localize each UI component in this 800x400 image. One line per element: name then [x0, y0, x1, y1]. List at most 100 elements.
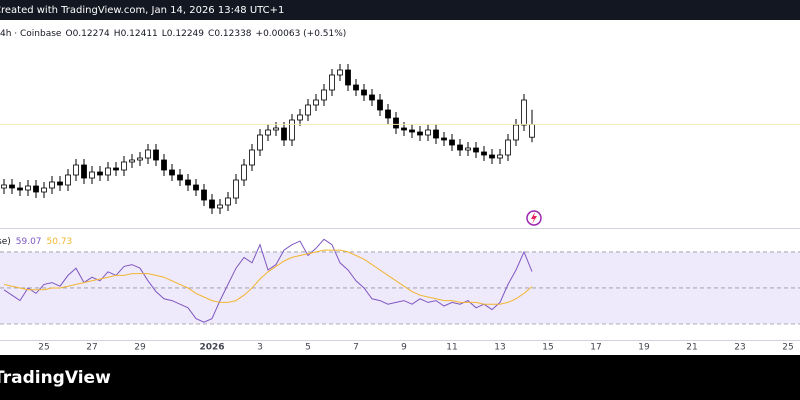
- legend: se) 59.07 50.73: [0, 237, 72, 247]
- candle-body: [393, 117, 399, 129]
- candle-body: [449, 139, 455, 146]
- candle-body: [89, 171, 95, 179]
- candle-body: [33, 185, 39, 193]
- candle-body: [513, 124, 519, 141]
- x-tick-label: 9: [401, 343, 407, 353]
- candle-body: [17, 187, 23, 191]
- candle-body: [129, 159, 135, 163]
- x-tick-label: 29: [134, 343, 146, 353]
- ohlc-value: 0.12411: [121, 29, 158, 39]
- candle-body: [201, 189, 207, 201]
- ohlc-label: L: [162, 29, 167, 39]
- x-tick-label: 23: [734, 343, 745, 353]
- candle-body: [489, 154, 495, 159]
- candle-body: [169, 169, 175, 176]
- footer-bar: [0, 355, 800, 400]
- top-bar: [0, 0, 800, 20]
- legend-change: +0.00063 (+0.51%): [256, 29, 347, 39]
- time-axis: [0, 340, 800, 355]
- candle-body: [473, 147, 479, 153]
- candle-body: [353, 84, 359, 91]
- x-tick-label: 17: [590, 343, 601, 353]
- candle-body: [65, 174, 71, 186]
- candle-body: [121, 161, 127, 171]
- header-text: Created with TradingView.com, Jan 14, 20…: [0, 5, 284, 16]
- candle-body: [529, 124, 535, 138]
- candle-body: [505, 139, 511, 156]
- footer-logo: TradingView: [0, 368, 111, 388]
- candle-body: [305, 104, 311, 116]
- x-tick-label: 27: [86, 343, 97, 353]
- candle-body: [409, 129, 415, 133]
- candle-body: [465, 147, 471, 151]
- ohlc-value: 0.12249: [167, 29, 204, 39]
- x-tick-label: 25: [38, 343, 49, 353]
- candle-body: [385, 109, 391, 119]
- candle-body: [49, 181, 55, 189]
- candle-body: [265, 129, 271, 136]
- candles: [1, 64, 535, 214]
- ohlc-value: 0.12338: [214, 29, 251, 39]
- candle-body: [233, 179, 239, 199]
- candle-body: [41, 187, 47, 193]
- candle-body: [161, 159, 167, 171]
- rsi-line: [3, 238, 533, 323]
- candle-body: [97, 171, 103, 176]
- x-tick-label: 19: [638, 343, 650, 353]
- candle-body: [137, 157, 143, 161]
- candle-body: [9, 184, 15, 189]
- x-tick-label: 25: [782, 343, 793, 353]
- candle-body: [193, 184, 199, 191]
- candle-body: [425, 129, 431, 136]
- x-tick-label: 21: [686, 343, 697, 353]
- candle-body: [417, 131, 423, 136]
- candle-body: [153, 149, 159, 161]
- candle-body: [57, 181, 63, 186]
- candle-body: [25, 185, 31, 191]
- x-tick-label: 11: [446, 343, 457, 353]
- candle-body: [441, 137, 447, 141]
- candle-body: [105, 167, 111, 176]
- candle-body: [345, 69, 351, 86]
- candle-body: [249, 149, 255, 166]
- x-tick-label: 7: [353, 343, 359, 353]
- ohlc-value: 0.12274: [73, 29, 110, 39]
- candle-body: [185, 179, 191, 186]
- candle-body: [281, 127, 287, 141]
- candle-body: [81, 164, 87, 179]
- candle-body: [225, 197, 231, 206]
- x-tick-label: 3: [257, 343, 263, 353]
- legend-value: 59.07: [16, 237, 42, 247]
- candle-body: [433, 129, 439, 139]
- candle-body: [241, 164, 247, 181]
- candle-body: [209, 199, 215, 209]
- candle-body: [297, 114, 303, 121]
- candle-body: [145, 149, 151, 159]
- x-tick-label: 5: [305, 343, 311, 353]
- candle-body: [257, 134, 263, 151]
- candle-body: [1, 184, 7, 189]
- legend-label: se): [0, 237, 11, 247]
- legend: 4h · Coinbase O0.12274 H0.12411 L0.12249 C0.…: [0, 29, 346, 39]
- candle-body: [401, 127, 407, 131]
- candle-body: [521, 99, 527, 126]
- candle-body: [321, 89, 327, 101]
- candle-body: [313, 99, 319, 106]
- candle-body: [497, 154, 503, 159]
- candle-body: [273, 127, 279, 131]
- legend-value: 50.73: [47, 237, 73, 247]
- candle-body: [177, 174, 183, 181]
- candle-body: [329, 74, 335, 91]
- legend-symbol: 4h · Coinbase: [0, 29, 62, 39]
- candle-body: [73, 164, 79, 176]
- candle-body: [289, 119, 295, 141]
- x-tick-label: 2026: [199, 343, 224, 353]
- candle-body: [457, 144, 463, 151]
- candle-body: [337, 69, 343, 76]
- candle-body: [361, 89, 367, 96]
- candle-body: [377, 99, 383, 111]
- candle-body: [217, 204, 223, 209]
- rsi-line: [3, 249, 533, 305]
- candle-body: [481, 151, 487, 156]
